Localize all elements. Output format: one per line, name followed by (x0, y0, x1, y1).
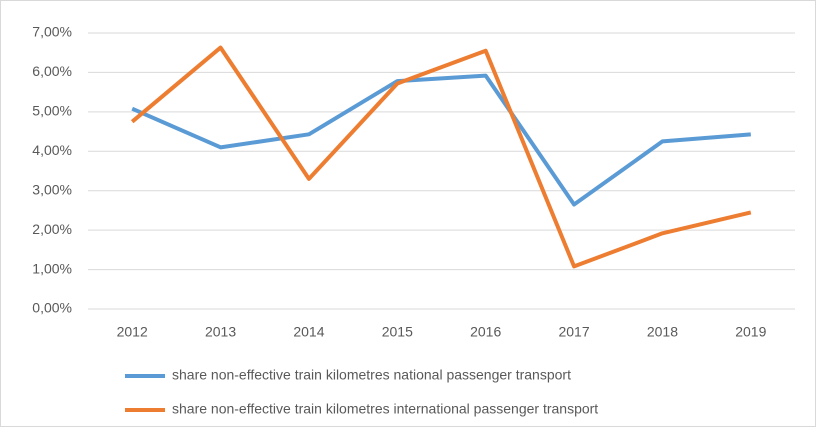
x-tick-label: 2012 (117, 324, 148, 340)
data-line (131, 73, 751, 207)
x-tick-label: 2014 (293, 324, 324, 340)
y-tick-label: 0,00% (32, 300, 72, 316)
x-tick-label: 2015 (382, 324, 413, 340)
x-tick-label: 2013 (205, 324, 236, 340)
y-tick-label: 6,00% (32, 63, 72, 79)
y-tick-label: 4,00% (32, 142, 72, 158)
data-line (130, 45, 752, 269)
y-tick-label: 2,00% (32, 221, 72, 237)
x-tick-label: 2019 (735, 324, 766, 340)
x-tick-label: 2017 (558, 324, 589, 340)
y-tick-label: 5,00% (32, 103, 72, 119)
x-tick-label: 2016 (470, 324, 501, 340)
y-tick-label: 1,00% (32, 260, 72, 276)
legend-label: share non-effective train kilometres nat… (172, 367, 571, 383)
x-tick-label: 2018 (647, 324, 678, 340)
legend-label: share non-effective train kilometres int… (172, 401, 598, 417)
y-tick-label: 7,00% (32, 24, 72, 40)
y-tick-label: 3,00% (32, 181, 72, 197)
